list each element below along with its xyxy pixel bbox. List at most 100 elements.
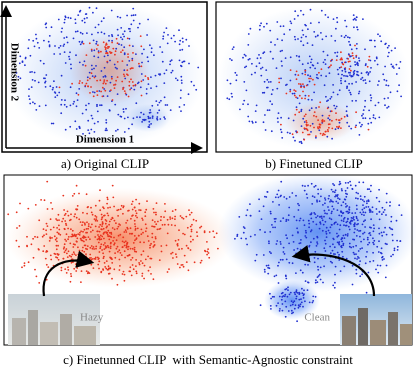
embedding-dot [304, 97, 306, 100]
embedding-dot [324, 250, 327, 252]
embedding-dot [379, 35, 381, 37]
embedding-dot [111, 217, 114, 220]
embedding-dot [100, 90, 102, 93]
embedding-dot [153, 211, 155, 214]
embedding-dot [84, 244, 87, 247]
embedding-dot [69, 242, 72, 245]
embedding-dot [301, 97, 303, 100]
embedding-dot [338, 253, 340, 256]
embedding-dot [122, 111, 125, 113]
embedding-dot [283, 295, 286, 298]
embedding-dot [56, 227, 58, 229]
embedding-dot [364, 211, 367, 214]
embedding-dot [315, 115, 318, 118]
embedding-dot [268, 109, 271, 111]
embedding-dot [384, 104, 386, 107]
embedding-dot [99, 234, 102, 237]
embedding-dot [85, 13, 88, 15]
embedding-dot [92, 246, 95, 248]
embedding-dot [328, 195, 330, 197]
embedding-dot [358, 57, 360, 59]
embedding-dot [38, 105, 41, 107]
embedding-dot [28, 95, 30, 97]
embedding-dot [115, 47, 118, 50]
embedding-dot [303, 224, 306, 227]
embedding-dot [331, 249, 334, 252]
embedding-dot [43, 39, 45, 42]
embedding-dot [111, 184, 114, 187]
embedding-dot [90, 211, 93, 214]
embedding-dot [116, 283, 119, 286]
embedding-dot [141, 272, 144, 275]
embedding-dot [324, 199, 327, 201]
embedding-dot [320, 32, 322, 34]
embedding-dot [349, 180, 351, 183]
embedding-dot [32, 39, 35, 42]
embedding-dot [320, 68, 323, 71]
embedding-dot [141, 275, 144, 277]
embedding-dot [325, 75, 327, 78]
embedding-dot [324, 202, 326, 205]
embedding-dot [123, 30, 126, 33]
embedding-dot [74, 30, 77, 33]
embedding-dot [370, 121, 373, 124]
embedding-dot [127, 245, 130, 248]
embedding-dot [316, 241, 318, 244]
embedding-dot [23, 264, 26, 267]
embedding-dot [73, 100, 75, 103]
embedding-dot [356, 219, 359, 222]
embedding-dot [264, 231, 266, 234]
embedding-dot [271, 103, 273, 106]
embedding-dot [326, 135, 329, 138]
embedding-dot [307, 184, 309, 187]
embedding-dot [300, 125, 303, 127]
embedding-dot [361, 208, 364, 211]
embedding-dot [93, 55, 96, 58]
embedding-dot [355, 244, 357, 247]
embedding-dot [348, 228, 351, 231]
embedding-dot [336, 194, 339, 196]
embedding-dot [106, 196, 109, 199]
embedding-dot [87, 206, 89, 208]
embedding-dot [247, 58, 250, 61]
embedding-dot [116, 209, 119, 212]
embedding-dot [85, 228, 88, 230]
embedding-dot [388, 226, 391, 229]
embedding-dot [368, 59, 370, 61]
embedding-dot [138, 22, 141, 25]
embedding-dot [293, 89, 296, 91]
embedding-dot [271, 295, 274, 298]
embedding-dot [318, 106, 320, 108]
embedding-dot [55, 86, 58, 88]
embedding-dot [265, 196, 268, 198]
embedding-dot [131, 247, 134, 250]
embedding-dot [268, 242, 270, 245]
embedding-dot [282, 295, 285, 297]
embedding-dot [286, 237, 288, 240]
embedding-dot [110, 75, 113, 78]
embedding-dot [129, 28, 131, 30]
embedding-dot [82, 221, 84, 224]
embedding-dot [361, 114, 363, 117]
embedding-dot [181, 264, 184, 266]
embedding-dot [362, 181, 365, 184]
embedding-dot [152, 208, 155, 210]
embedding-dot [187, 247, 190, 249]
embedding-dot [192, 218, 195, 221]
embedding-dot [340, 219, 343, 222]
embedding-dot [126, 219, 129, 222]
embedding-dot [340, 215, 343, 217]
embedding-dot [348, 211, 351, 214]
embedding-dot [106, 95, 109, 97]
embedding-dot [352, 245, 355, 248]
embedding-dot [302, 13, 305, 16]
embedding-dot [100, 70, 103, 72]
embedding-dot [60, 31, 63, 33]
embedding-dot [349, 55, 351, 58]
embedding-dot [44, 81, 46, 84]
embedding-dot [263, 91, 266, 94]
embedding-dot [297, 306, 300, 309]
embedding-dot [134, 214, 137, 217]
embedding-dot [362, 79, 365, 82]
embedding-dot [339, 58, 342, 61]
